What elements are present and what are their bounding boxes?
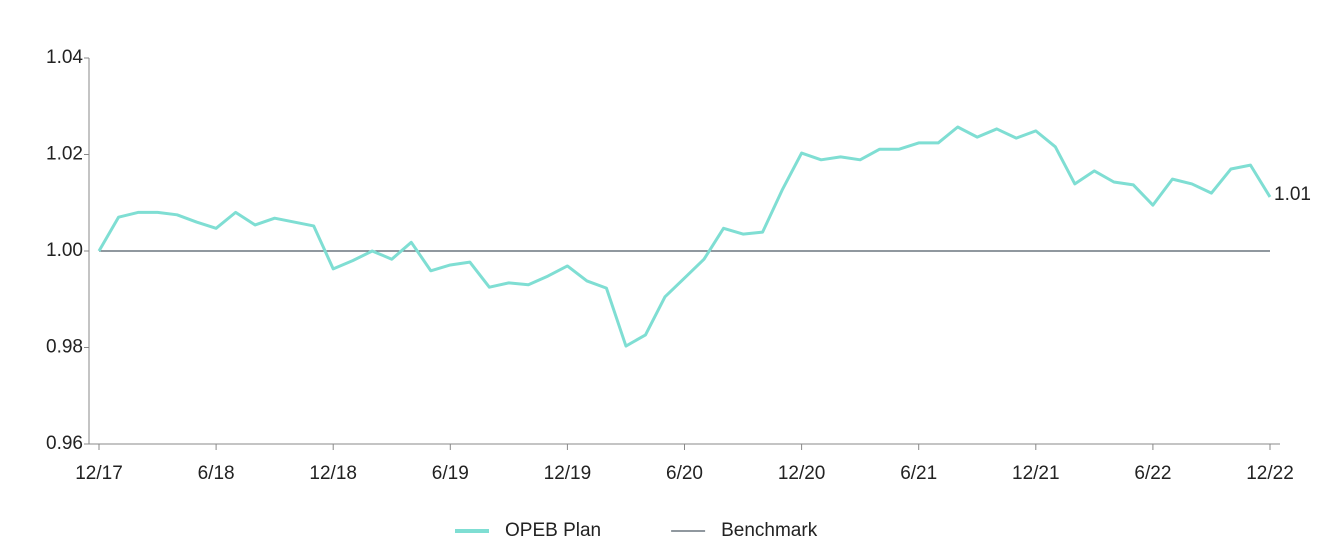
x-tick-label: 6/19 xyxy=(432,463,469,484)
y-tick-label: 1.00 xyxy=(46,240,83,261)
x-tick-label: 6/22 xyxy=(1134,463,1171,484)
y-tick-label: 0.98 xyxy=(46,337,83,358)
x-tick-label: 6/21 xyxy=(900,463,937,484)
series-line xyxy=(97,125,1272,348)
x-tick-label: 12/17 xyxy=(75,463,123,484)
value-label: 1.01 xyxy=(1274,184,1311,205)
y-tick-label: 1.04 xyxy=(46,47,83,68)
legend-label: Benchmark xyxy=(721,520,818,541)
x-tick-label: 12/21 xyxy=(1012,463,1060,484)
x-tick-label: 12/22 xyxy=(1246,463,1294,484)
legend-label: OPEB Plan xyxy=(505,520,601,541)
x-tick-label: 12/19 xyxy=(544,463,592,484)
x-tick-label: 12/20 xyxy=(778,463,826,484)
x-tick-label: 6/20 xyxy=(666,463,703,484)
x-tick-label: 12/18 xyxy=(309,463,357,484)
y-tick-label: 0.96 xyxy=(46,433,83,454)
y-tick-label: 1.02 xyxy=(46,144,83,165)
x-tick-label: 6/18 xyxy=(198,463,235,484)
